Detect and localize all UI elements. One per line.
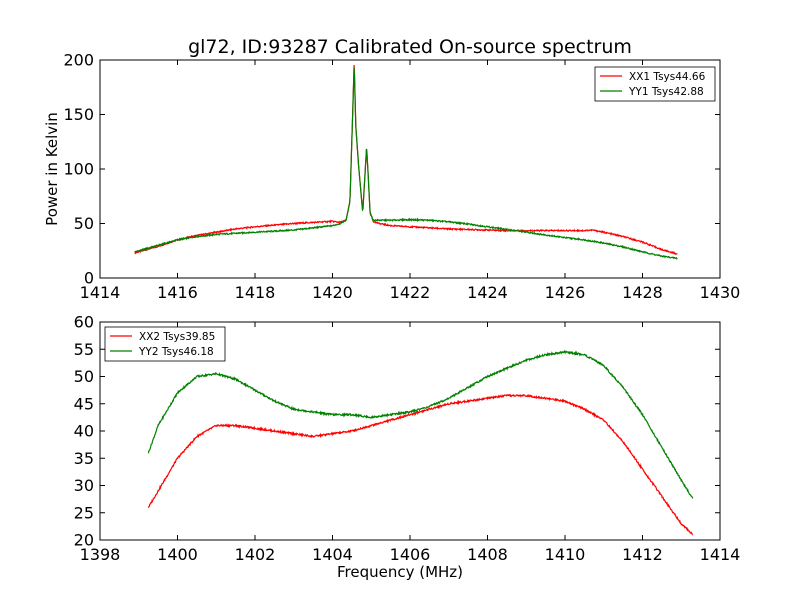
y-tick-label: 55 (74, 340, 94, 359)
x-tick-label: 1398 (80, 545, 121, 564)
legend-label: XX2 Tsys39.85 (139, 331, 215, 343)
x-tick-label: 1420 (312, 283, 353, 302)
y-tick-label: 35 (74, 449, 94, 468)
x-tick-label: 1414 (80, 283, 121, 302)
x-tick-label: 1402 (235, 545, 276, 564)
series-line-1-1 (147, 349, 694, 499)
x-tick-label: 1422 (390, 283, 431, 302)
x-tick-label: 1424 (467, 283, 508, 302)
x-tick-label: 1406 (390, 545, 431, 564)
y-axis-label: Power in Kelvin (43, 112, 61, 226)
y-tick-label: 100 (63, 160, 94, 179)
y-tick-label: 30 (74, 476, 94, 495)
series-line-0-1 (134, 67, 678, 260)
x-tick-label: 1412 (622, 545, 663, 564)
bottom-plot: 1398 1400 1402 1404 1406 1408 1410 1412 1414 20 25… (74, 313, 741, 582)
x-tick-label: 1408 (467, 545, 508, 564)
y-tick-label: 0 (84, 269, 94, 288)
figure-title: gl72, ID:93287 Calibrated On-source spec… (188, 36, 632, 58)
y-tick-label: 25 (74, 503, 94, 522)
x-tick-label: 1414 (700, 545, 741, 564)
x-axis-label: Frequency (MHz) (337, 563, 463, 581)
y-tick-label: 50 (74, 367, 94, 386)
x-tick-label: 1426 (545, 283, 586, 302)
series-line-1-0 (147, 393, 693, 536)
y-tick-label: 20 (74, 531, 94, 550)
legend: XX2 Tsys39.85 YY2 Tsys46.18 (104, 326, 226, 362)
legend-label: YY1 Tsys42.88 (628, 86, 704, 98)
legend: XX1 Tsys44.66 YY1 Tsys42.88 (594, 66, 716, 102)
x-tick-label: 1404 (312, 545, 353, 564)
top-plot: 1414 1416 1418 1420 1422 1424 1426 1428 1430 0 50 1… (43, 51, 740, 303)
legend-box (104, 326, 226, 362)
legend-label: XX1 Tsys44.66 (629, 71, 706, 83)
x-tick-label: 1416 (157, 283, 198, 302)
legend-label: YY2 Tsys46.18 (138, 346, 214, 358)
x-tick-label: 1410 (545, 545, 586, 564)
x-tick-label: 1428 (622, 283, 663, 302)
y-tick-label: 200 (63, 51, 94, 70)
x-tick-label: 1418 (235, 283, 276, 302)
y-tick-label: 150 (63, 105, 94, 124)
legend-box (594, 66, 716, 102)
y-tick-label: 50 (74, 214, 94, 233)
series-line-0-0 (134, 64, 678, 256)
y-tick-label: 40 (74, 422, 94, 441)
x-tick-label: 1400 (157, 545, 198, 564)
x-tick-label: 1430 (700, 283, 741, 302)
y-tick-label: 45 (74, 394, 94, 413)
y-tick-label: 60 (74, 313, 94, 332)
